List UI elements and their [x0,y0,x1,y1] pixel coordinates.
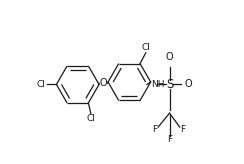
Text: F: F [180,125,185,134]
Text: S: S [166,78,173,91]
Text: O: O [100,78,107,88]
Text: O: O [166,52,173,62]
Text: F: F [152,125,157,134]
Text: Cl: Cl [87,114,96,123]
Text: F: F [167,135,172,144]
Text: Cl: Cl [142,43,150,52]
Text: Cl: Cl [37,80,46,89]
Text: O: O [184,80,192,89]
Text: NH: NH [152,80,165,89]
